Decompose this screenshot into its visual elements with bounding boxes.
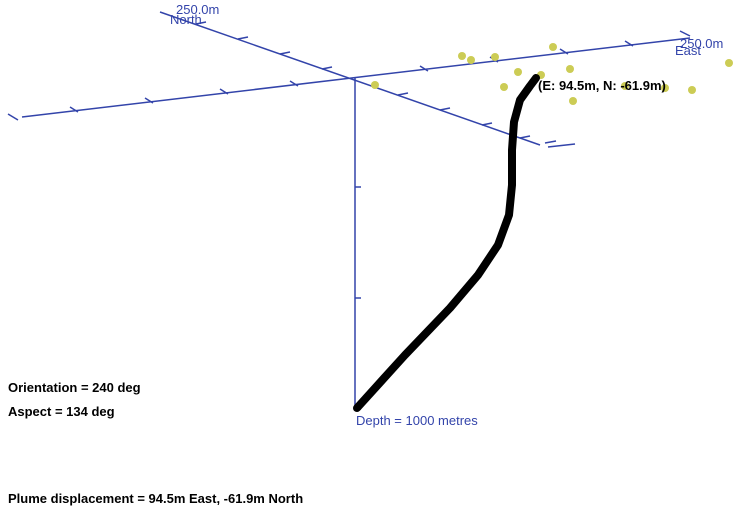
aspect-text: Aspect = 134 deg bbox=[8, 404, 115, 419]
surface-marker bbox=[566, 65, 574, 73]
surface-marker bbox=[491, 53, 499, 61]
surface-marker bbox=[549, 43, 557, 51]
depth-axis-ticks bbox=[355, 186, 361, 410]
east-extent-label: 250.0m bbox=[680, 36, 723, 51]
surface-marker bbox=[371, 81, 379, 89]
surface-marker bbox=[688, 86, 696, 94]
east-axis bbox=[21, 37, 691, 118]
surface-marker bbox=[514, 68, 522, 76]
north-axis-ticks bbox=[195, 21, 576, 148]
surface-marker bbox=[500, 83, 508, 91]
surface-marker bbox=[458, 52, 466, 60]
surface-marker bbox=[725, 59, 733, 67]
north-axis-label: North bbox=[170, 12, 202, 27]
north-extent-label: 250.0m bbox=[176, 2, 219, 17]
plume-trajectory bbox=[353, 74, 540, 412]
depth-axis-label: Depth = 1000 metres bbox=[356, 413, 478, 428]
orientation-text: Orientation = 240 deg bbox=[8, 380, 141, 395]
surface-marker bbox=[621, 82, 629, 90]
axes-group bbox=[7, 11, 691, 410]
surface-marker bbox=[661, 84, 669, 92]
east-axis-label: East bbox=[675, 43, 701, 58]
surface-markers bbox=[371, 43, 733, 105]
surface-marker bbox=[569, 97, 577, 105]
surface-marker bbox=[467, 56, 475, 64]
plume-endpoint-label: (E: 94.5m, N: -61.9m) bbox=[538, 78, 666, 93]
displacement-summary: Plume displacement = 94.5m East, -61.9m … bbox=[8, 491, 303, 506]
